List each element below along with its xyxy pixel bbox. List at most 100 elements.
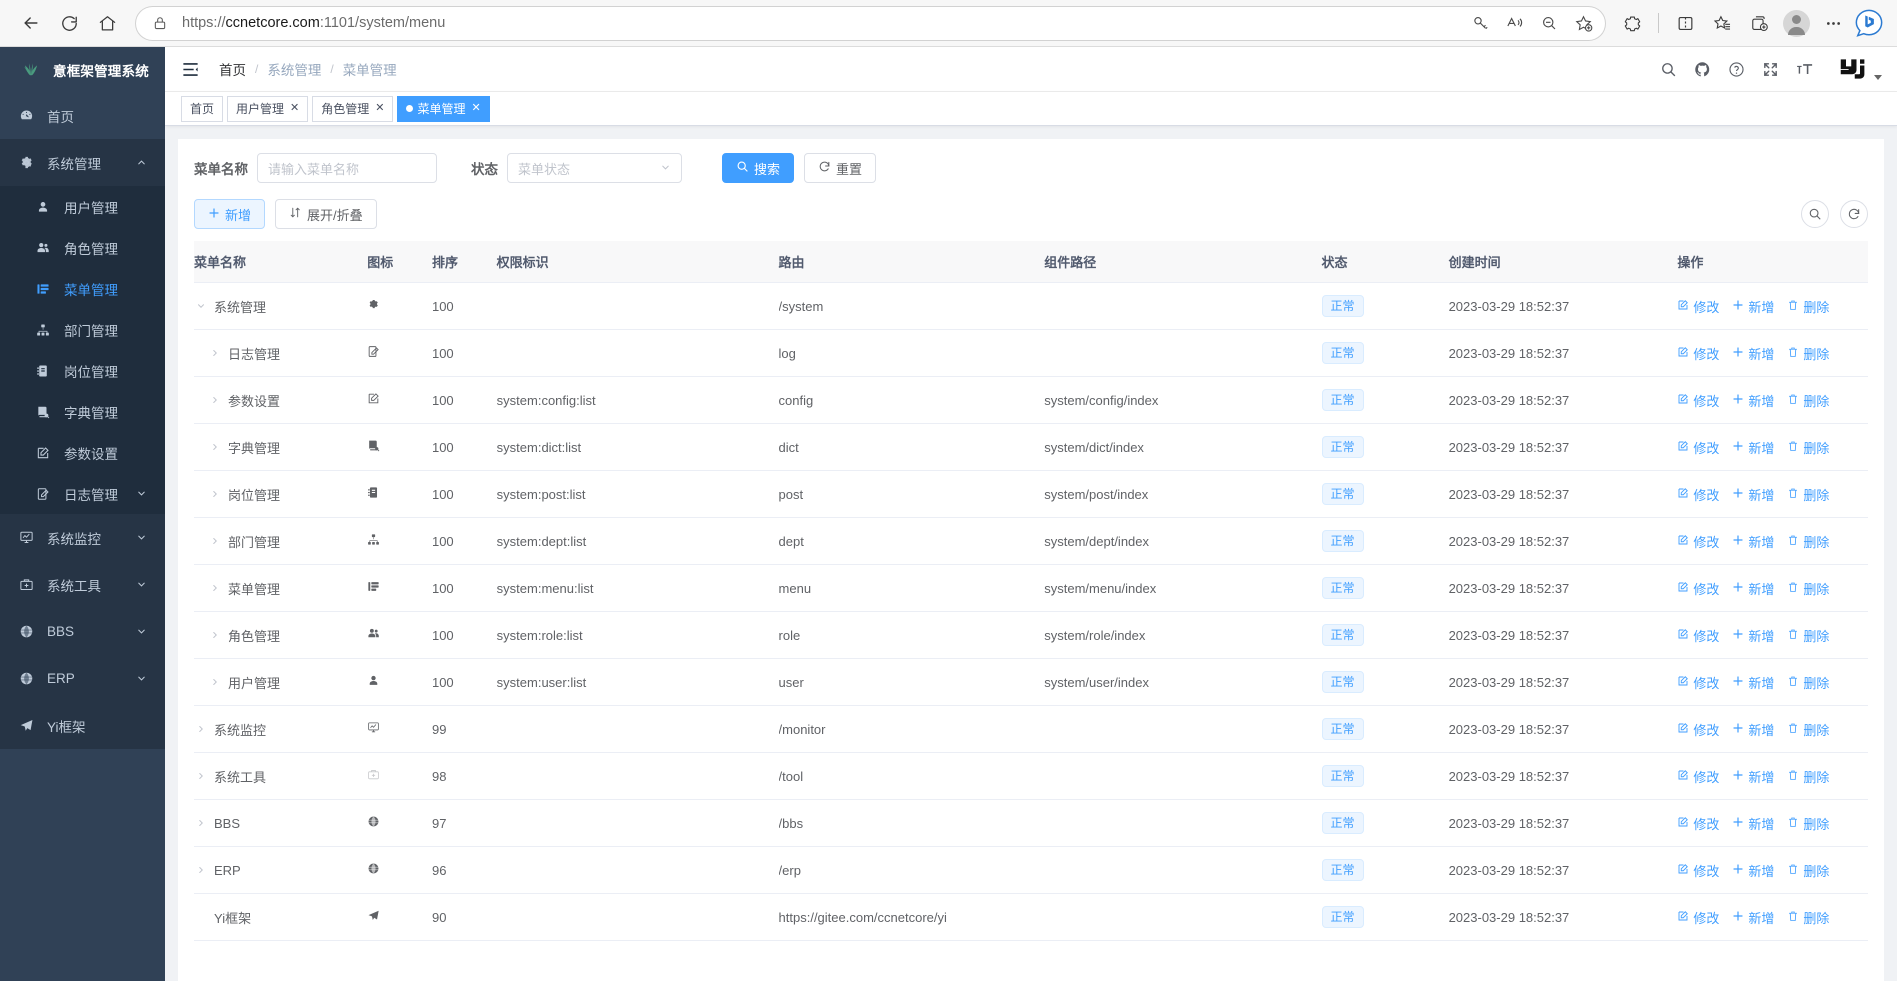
tree-toggle-collapsed-icon[interactable] bbox=[208, 583, 222, 593]
tree-toggle-collapsed-icon[interactable] bbox=[208, 442, 222, 452]
edit-action[interactable]: 修改 bbox=[1677, 720, 1719, 739]
close-icon[interactable]: ✕ bbox=[290, 102, 300, 114]
add-action[interactable]: 新增 bbox=[1732, 391, 1774, 410]
edit-action[interactable]: 修改 bbox=[1677, 297, 1719, 316]
status-select[interactable]: 菜单状态 bbox=[507, 153, 682, 183]
add-action[interactable]: 新增 bbox=[1732, 720, 1774, 739]
add-action[interactable]: 新增 bbox=[1732, 438, 1774, 457]
delete-action[interactable]: 删除 bbox=[1787, 344, 1829, 363]
read-aloud-icon[interactable] bbox=[1499, 8, 1531, 38]
table-row[interactable]: 岗位管理 100 system:post:list post system/post/i… bbox=[194, 470, 1868, 518]
github-icon[interactable] bbox=[1694, 61, 1711, 78]
fullscreen-icon[interactable] bbox=[1762, 61, 1779, 78]
sidebar-item-dict-management[interactable]: 字典管理 bbox=[0, 391, 165, 432]
edit-action[interactable]: 修改 bbox=[1677, 861, 1719, 880]
add-action[interactable]: 新增 bbox=[1732, 297, 1774, 316]
expand-collapse-button[interactable]: 展开/折叠 bbox=[275, 199, 377, 229]
add-action[interactable]: 新增 bbox=[1732, 532, 1774, 551]
breadcrumb-item-home[interactable]: 首页 bbox=[219, 63, 246, 78]
table-row[interactable]: ERP 96/erp 正常 2023-03-29 18:52:37 修改 新增 删除 bbox=[194, 846, 1868, 894]
table-row[interactable]: 系统监控 99/monitor 正常 2023-03-29 18:52:37 修改 新增 删… bbox=[194, 705, 1868, 753]
add-action[interactable]: 新增 bbox=[1732, 861, 1774, 880]
address-bar[interactable]: https://ccnetcore.com:1101/system/menu bbox=[136, 6, 1605, 40]
edit-action[interactable]: 修改 bbox=[1677, 391, 1719, 410]
sidebar-item-home[interactable]: 首页 bbox=[0, 92, 165, 139]
edit-action[interactable]: 修改 bbox=[1677, 673, 1719, 692]
profile-avatar-icon[interactable] bbox=[1779, 6, 1813, 40]
delete-action[interactable]: 删除 bbox=[1787, 814, 1829, 833]
edit-action[interactable]: 修改 bbox=[1677, 579, 1719, 598]
delete-action[interactable]: 删除 bbox=[1787, 720, 1829, 739]
extensions-icon[interactable] bbox=[1615, 6, 1649, 40]
sidebar-item-menu-management[interactable]: 菜单管理 bbox=[0, 268, 165, 309]
edit-action[interactable]: 修改 bbox=[1677, 485, 1719, 504]
zoom-out-icon[interactable] bbox=[1533, 8, 1565, 38]
add-action[interactable]: 新增 bbox=[1732, 767, 1774, 786]
table-row[interactable]: 部门管理 100 system:dept:list dept system/dept/i… bbox=[194, 517, 1868, 565]
refresh-icon[interactable] bbox=[1840, 200, 1868, 228]
search-input[interactable]: 请输入菜单名称 bbox=[257, 153, 437, 183]
tab-menu-management[interactable]: 菜单管理 ✕ bbox=[397, 95, 490, 122]
search-toggle-icon[interactable] bbox=[1801, 200, 1829, 228]
edit-action[interactable]: 修改 bbox=[1677, 767, 1719, 786]
tree-toggle-collapsed-icon[interactable] bbox=[194, 865, 208, 875]
sidebar-logo[interactable]: 意框架管理系统 bbox=[0, 47, 165, 92]
sidebar-item-bbs[interactable]: BBS bbox=[0, 608, 165, 655]
delete-action[interactable]: 删除 bbox=[1787, 673, 1829, 692]
tree-toggle-collapsed-icon[interactable] bbox=[208, 536, 222, 546]
delete-action[interactable]: 删除 bbox=[1787, 532, 1829, 551]
tree-toggle-collapsed-icon[interactable] bbox=[194, 771, 208, 781]
add-action[interactable]: 新增 bbox=[1732, 626, 1774, 645]
reload-icon[interactable] bbox=[50, 4, 88, 42]
add-action[interactable]: 新增 bbox=[1732, 579, 1774, 598]
tree-toggle-collapsed-icon[interactable] bbox=[208, 395, 222, 405]
edit-action[interactable]: 修改 bbox=[1677, 344, 1719, 363]
close-icon[interactable]: ✕ bbox=[375, 102, 385, 114]
home-icon[interactable] bbox=[88, 4, 126, 42]
sidebar-item-dept-management[interactable]: 部门管理 bbox=[0, 309, 165, 350]
tree-toggle-collapsed-icon[interactable] bbox=[194, 818, 208, 828]
sidebar-item-param-settings[interactable]: 参数设置 bbox=[0, 432, 165, 473]
add-action[interactable]: 新增 bbox=[1732, 908, 1774, 927]
sidebar-item-post-management[interactable]: 岗位管理 bbox=[0, 350, 165, 391]
bing-copilot-icon[interactable] bbox=[1853, 7, 1885, 39]
edit-action[interactable]: 修改 bbox=[1677, 814, 1719, 833]
yi-logo-avatar-icon[interactable] bbox=[1839, 57, 1882, 81]
tree-toggle-expanded-icon[interactable] bbox=[194, 301, 208, 311]
delete-action[interactable]: 删除 bbox=[1787, 485, 1829, 504]
delete-action[interactable]: 删除 bbox=[1787, 908, 1829, 927]
add-button[interactable]: 新增 bbox=[194, 199, 266, 229]
table-row[interactable]: BBS 97/bbs 正常 2023-03-29 18:52:37 修改 新增 删除 bbox=[194, 799, 1868, 847]
add-action[interactable]: 新增 bbox=[1732, 814, 1774, 833]
table-row[interactable]: 角色管理 100 system:role:list role system/role/i… bbox=[194, 611, 1868, 659]
close-icon[interactable]: ✕ bbox=[471, 102, 481, 114]
sidebar-item-log-management[interactable]: 日志管理 bbox=[0, 473, 165, 514]
search-button[interactable]: 搜索 bbox=[722, 153, 795, 183]
reset-button[interactable]: 重置 bbox=[804, 153, 877, 183]
hamburger-menu-icon[interactable] bbox=[179, 58, 201, 80]
tree-toggle-collapsed-icon[interactable] bbox=[208, 489, 222, 499]
sidebar-item-erp[interactable]: ERP bbox=[0, 655, 165, 702]
add-tab-icon[interactable] bbox=[1742, 6, 1776, 40]
tab-user-management[interactable]: 用户管理 ✕ bbox=[227, 95, 309, 122]
sidebar-item-system-management[interactable]: 系统管理 bbox=[0, 139, 165, 186]
delete-action[interactable]: 删除 bbox=[1787, 861, 1829, 880]
table-row[interactable]: 菜单管理 100 system:menu:list menu system/menu/i… bbox=[194, 564, 1868, 612]
delete-action[interactable]: 删除 bbox=[1787, 626, 1829, 645]
key-icon[interactable] bbox=[1465, 8, 1497, 38]
table-row[interactable]: 字典管理 100 system:dict:list dict system/dict/i… bbox=[194, 423, 1868, 471]
table-row[interactable]: 日志管理 100 log 正常 2023-03-29 18:52:37 修改 新增 删除 bbox=[194, 329, 1868, 377]
edit-action[interactable]: 修改 bbox=[1677, 438, 1719, 457]
delete-action[interactable]: 删除 bbox=[1787, 767, 1829, 786]
favorites-list-icon[interactable] bbox=[1705, 6, 1739, 40]
sidebar-item-system-monitor[interactable]: 系统监控 bbox=[0, 514, 165, 561]
delete-action[interactable]: 删除 bbox=[1787, 438, 1829, 457]
tree-toggle-collapsed-icon[interactable] bbox=[208, 677, 222, 687]
sidebar-item-system-tools[interactable]: 系统工具 bbox=[0, 561, 165, 608]
table-row[interactable]: Yi框架 90 https://gitee.com/ccnetcore/yi 正常 20… bbox=[194, 893, 1868, 941]
table-row[interactable]: 参数设置 100 system:config:list config system/co… bbox=[194, 376, 1868, 424]
help-doc-icon[interactable] bbox=[1728, 61, 1745, 78]
edit-action[interactable]: 修改 bbox=[1677, 532, 1719, 551]
table-row[interactable]: 用户管理 100 system:user:list user system/user/i… bbox=[194, 658, 1868, 706]
tree-toggle-collapsed-icon[interactable] bbox=[208, 630, 222, 640]
